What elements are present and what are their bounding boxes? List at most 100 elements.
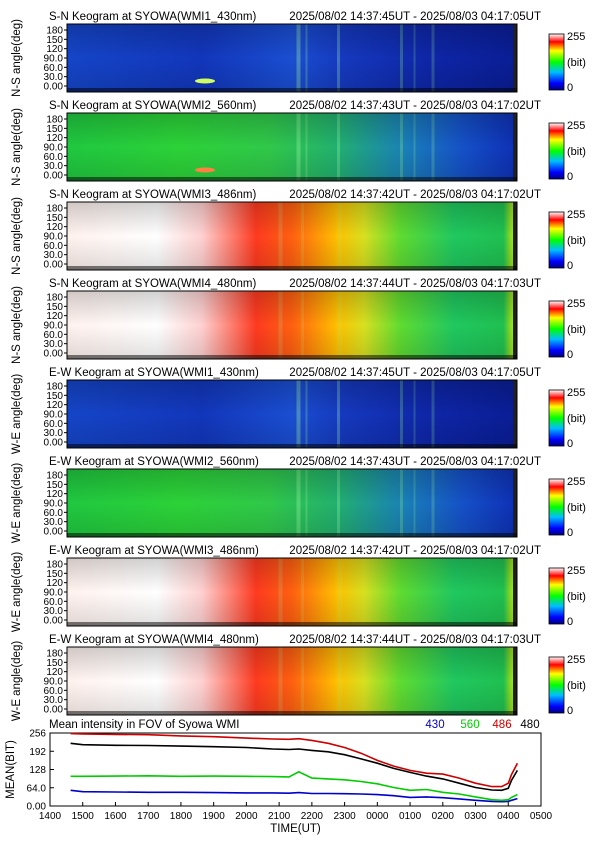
angle-tick-label: 30.0 (44, 695, 64, 706)
y-tick-label: 128 (29, 765, 46, 776)
y-tick-label: 0.00 (27, 802, 47, 813)
angle-axis-label: N-S angle(deg) (11, 286, 23, 364)
angle-tick-label: 150 (46, 213, 63, 224)
colorbar (548, 478, 565, 536)
angle-tick-label: 30.0 (44, 606, 64, 617)
angle-tick-label: 90.0 (44, 232, 64, 243)
horizon-band (67, 266, 517, 270)
x-tick-label: 0200 (432, 811, 455, 822)
data-end-strip (513, 113, 517, 181)
keogram-panel: S-N Keogram at SYOWA(WMI3_486nm) 2025/08/… (11, 189, 586, 275)
colorbar-max-label: 255 (567, 654, 585, 666)
colorbar-min-label: 0 (567, 349, 573, 361)
x-tick-label: 1800 (170, 811, 193, 822)
colorbar-min-label: 0 (567, 705, 573, 717)
y-tick-label: 192 (29, 747, 46, 758)
colorbar (548, 300, 565, 358)
keogram-panels: S-N Keogram at SYOWA(WMI1_430nm) 2025/08/… (11, 11, 586, 721)
angle-axis-label: W-E angle(deg) (11, 463, 23, 543)
angle-tick-label: 90.0 (44, 321, 64, 332)
angle-tick-label: 150 (46, 658, 63, 669)
bright-spot (195, 167, 215, 173)
colorbar (548, 122, 565, 180)
colorbar-max-label: 255 (567, 298, 585, 310)
series-line-430 (70, 789, 518, 803)
angle-tick-label: 0.00 (44, 82, 64, 93)
horizon-band (67, 533, 517, 537)
panel-title: E-W Keogram at SYOWA(WMI3_486nm) (49, 545, 259, 557)
data-end-strip (513, 291, 517, 359)
colorbar-unit-label: (bit) (567, 591, 586, 603)
x-tick-label: 0000 (366, 811, 389, 822)
angle-tick-label: 30.0 (44, 339, 64, 350)
x-tick-label: 0300 (464, 811, 487, 822)
colorbar-unit-label: (bit) (567, 57, 586, 69)
angle-tick-label: 30.0 (44, 161, 64, 172)
angle-tick-label: 30.0 (44, 517, 64, 528)
keogram-shade (67, 113, 517, 181)
angle-tick-label: 180 (46, 115, 63, 126)
panel-title: E-W Keogram at SYOWA(WMI1_430nm) (49, 367, 259, 379)
legend-entry: 480 (520, 719, 539, 731)
horizon-band (67, 711, 517, 715)
series-line-486 (70, 732, 519, 788)
x-tick-label: 0400 (497, 811, 520, 822)
keogram-shade (67, 647, 517, 715)
angle-axis-label: W-E angle(deg) (11, 641, 23, 721)
colorbar-min-label: 0 (567, 616, 573, 628)
angle-tick-label: 90.0 (44, 54, 64, 65)
angle-tick-label: 120 (46, 222, 63, 233)
legend-entry: 430 (425, 719, 444, 731)
y-axis-label: MEAN(BIT) (5, 740, 17, 799)
keogram-panel: E-W Keogram at SYOWA(WMI4_480nm) 2025/08/… (11, 634, 586, 721)
colorbar (548, 33, 565, 91)
colorbar-max-label: 255 (567, 209, 585, 221)
keogram-panel: E-W Keogram at SYOWA(WMI2_560nm) 2025/08/… (11, 456, 586, 543)
angle-tick-label: 120 (46, 311, 63, 322)
angle-tick-label: 90.0 (44, 677, 64, 688)
colorbar-min-label: 0 (567, 527, 573, 539)
panel-time-range: 2025/08/02 14:37:43UT - 2025/08/03 04:17… (289, 456, 541, 468)
keogram-shade (67, 202, 517, 270)
angle-tick-label: 0.00 (44, 171, 64, 182)
data-end-strip (513, 469, 517, 537)
colorbar (548, 567, 565, 625)
keogram-shade (67, 380, 517, 448)
colorbar (548, 389, 565, 447)
angle-tick-label: 60.0 (44, 686, 64, 697)
horizon-band (67, 355, 517, 359)
x-tick-label: 1600 (104, 811, 127, 822)
angle-tick-label: 90.0 (44, 588, 64, 599)
mean-intensity-chart: Mean intensity in FOV of Syowa WMI 430 560… (5, 719, 553, 835)
x-tick-label: 2300 (333, 811, 356, 822)
x-tick-label: 1900 (203, 811, 226, 822)
legend-entry: 486 (492, 719, 511, 731)
y-tick-label: 64.0 (27, 783, 47, 794)
angle-tick-label: 180 (46, 204, 63, 215)
panel-title: S-N Keogram at SYOWA(WMI1_430nm) (49, 11, 256, 23)
angle-tick-label: 150 (46, 480, 63, 491)
series-line-480 (70, 742, 519, 792)
colorbar-unit-label: (bit) (567, 235, 586, 247)
angle-axis-label: N-S angle(deg) (11, 19, 23, 97)
angle-tick-label: 180 (46, 560, 63, 571)
panel-time-range: 2025/08/02 14:37:42UT - 2025/08/03 04:17… (289, 189, 541, 201)
angle-tick-label: 60.0 (44, 63, 64, 74)
x-tick-label: 0500 (530, 811, 553, 822)
keogram-shade (67, 558, 517, 626)
angle-tick-label: 0.00 (44, 616, 64, 627)
angle-tick-label: 90.0 (44, 410, 64, 421)
keogram-shade (67, 291, 517, 359)
angle-tick-label: 60.0 (44, 419, 64, 430)
legend-entry: 560 (460, 719, 479, 731)
angle-tick-label: 180 (46, 649, 63, 660)
angle-tick-label: 90.0 (44, 499, 64, 510)
angle-tick-label: 120 (46, 578, 63, 589)
data-end-strip (513, 380, 517, 448)
panel-title: S-N Keogram at SYOWA(WMI2_560nm) (49, 100, 256, 112)
colorbar-unit-label: (bit) (567, 502, 586, 514)
panel-time-range: 2025/08/02 14:37:44UT - 2025/08/03 04:17… (289, 634, 541, 646)
angle-tick-label: 150 (46, 391, 63, 402)
colorbar-min-label: 0 (567, 82, 573, 94)
